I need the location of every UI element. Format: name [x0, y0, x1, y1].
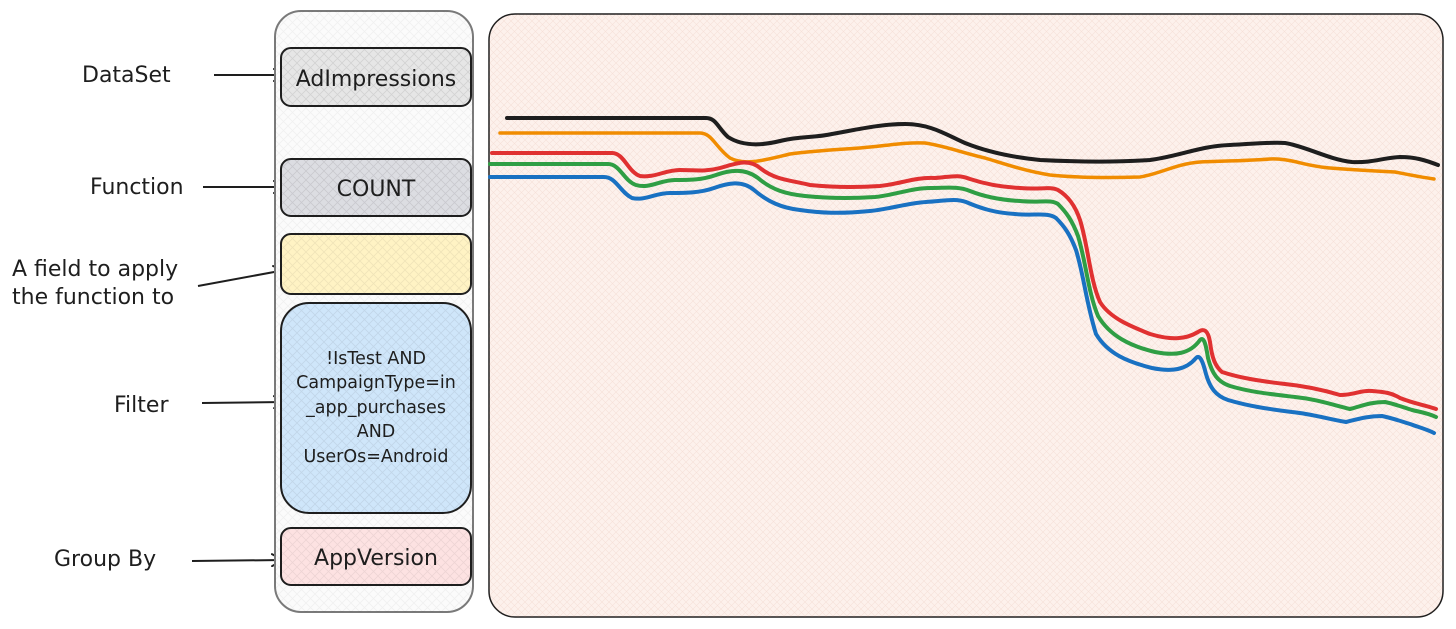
function-value: COUNT — [337, 177, 416, 202]
filter-label: Filter — [114, 393, 169, 418]
field-label-line1: A field to apply — [12, 257, 178, 282]
dataset-value: AdImpressions — [296, 67, 457, 92]
series-line-orange — [498, 131, 1436, 181]
series-line-red — [490, 151, 1438, 411]
filter-line-3: _app_purchases — [305, 398, 446, 418]
chart-lines — [488, 116, 1440, 435]
field-box[interactable] — [280, 233, 472, 295]
series-line-blue — [488, 175, 1436, 435]
field-arrow — [197, 265, 286, 287]
chart-panel — [488, 13, 1444, 618]
filter-arrow — [201, 395, 286, 410]
group-by-value: AppVersion — [314, 546, 438, 571]
filter-line-4: AND — [357, 422, 396, 442]
filter-line-5: UserOs=Android — [303, 447, 448, 467]
series-line-black — [505, 116, 1440, 167]
series-line-green — [488, 162, 1438, 419]
dataset-box[interactable]: AdImpressions — [280, 47, 472, 107]
group-by-box[interactable]: AppVersion — [280, 527, 472, 586]
filter-box[interactable]: !IsTest AND CampaignType=in _app_purchas… — [280, 302, 472, 514]
filter-line-2: CampaignType=in — [296, 373, 456, 393]
filter-line-1: !IsTest AND — [326, 349, 426, 369]
dataset-label: DataSet — [82, 63, 171, 88]
function-box[interactable]: COUNT — [280, 158, 472, 217]
group-by-label: Group By — [54, 547, 156, 572]
group-by-arrow — [191, 553, 284, 568]
function-label: Function — [90, 175, 184, 200]
field-label-line2: the function to — [12, 285, 174, 310]
